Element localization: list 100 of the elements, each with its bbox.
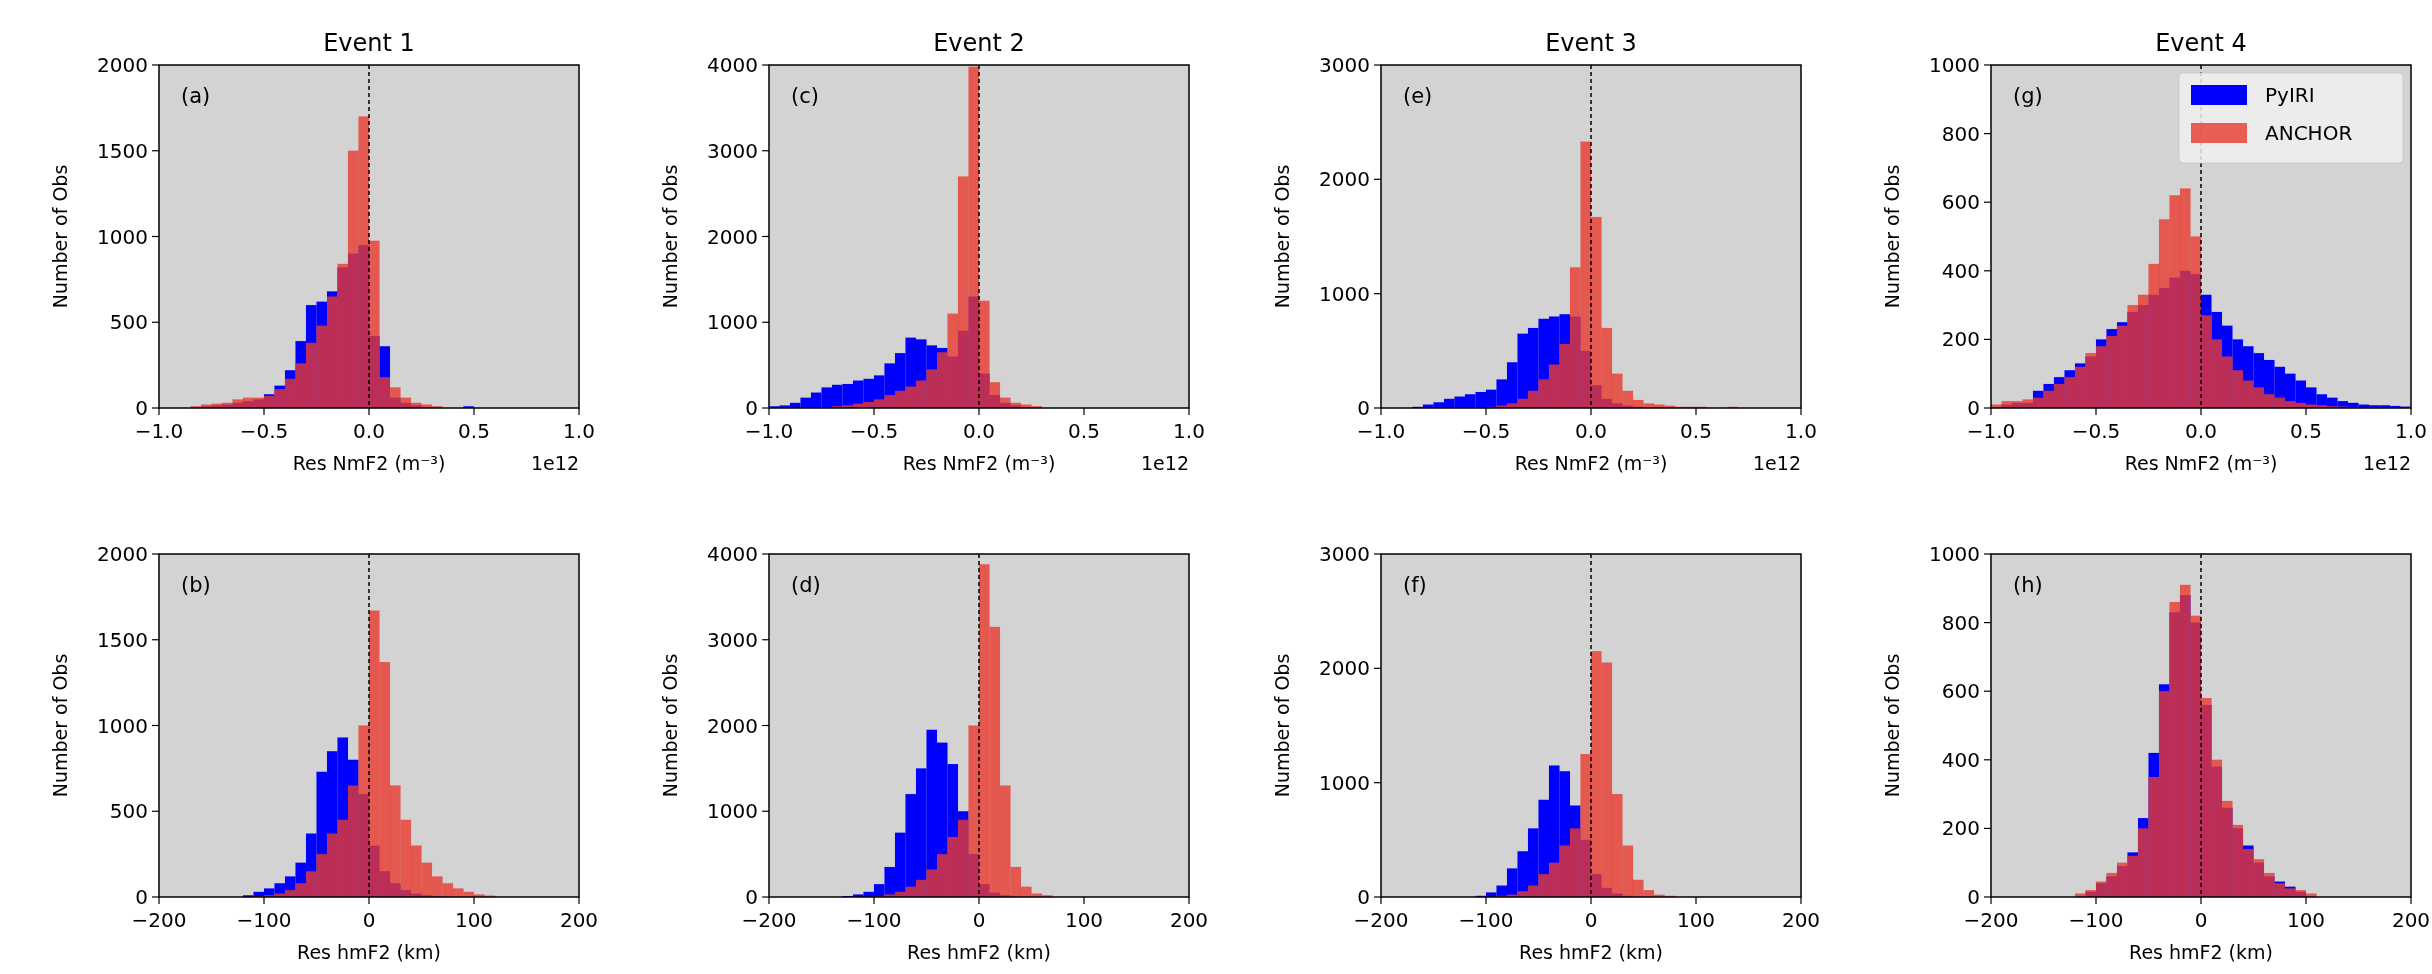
y-tick-label: 800: [1941, 121, 1980, 146]
chart-title: Event 3: [1545, 29, 1637, 57]
y-tick-label: 1500: [97, 627, 148, 652]
x-tick-label: −0.5: [2071, 419, 2121, 443]
y-tick-label: 4000: [707, 53, 758, 77]
x-axis-title: Res hmF2 (km): [2129, 941, 2273, 963]
text: 1e12: [1141, 452, 1189, 474]
x-axis-title: Res NmF2 (m⁻³): [2124, 452, 2278, 474]
chart-title: Event 2: [933, 29, 1025, 57]
y-tick-label: 1000: [707, 310, 758, 335]
y-axis-title: Number of Obs: [659, 653, 681, 798]
y-axis-title: Number of Obs: [49, 164, 71, 309]
y-tick-label: 2000: [1319, 656, 1370, 681]
x-tick-label: 0.0: [963, 419, 995, 443]
y-tick-label: 0: [1967, 396, 1980, 420]
y-tick-label: 400: [1941, 258, 1980, 283]
text: 1e12: [2363, 452, 2411, 474]
x-tick-label: −100: [236, 908, 292, 932]
y-tick-label: 200: [1941, 816, 1980, 841]
x-tick-label: 0.0: [2185, 419, 2217, 443]
x-tick-label: 200: [559, 908, 599, 932]
y-tick-label: 500: [109, 310, 148, 335]
legend-label: PyIRI: [2265, 83, 2315, 107]
x-tick-label: 1.0: [1785, 419, 1817, 443]
y-tick-label: 0: [1357, 396, 1370, 420]
y-tick-label: 800: [1941, 610, 1980, 635]
annotation: (b): [181, 573, 211, 597]
x-axis-title: Res NmF2 (m⁻³): [292, 452, 446, 474]
x-axis-title: Res hmF2 (km): [297, 941, 441, 963]
x-tick-label: 1.0: [563, 419, 595, 443]
annotation: (f): [1403, 573, 1427, 597]
y-tick-label: 0: [1967, 885, 1980, 909]
annotation: (e): [1403, 84, 1433, 108]
annotation: (g): [2013, 84, 2043, 108]
annotation: (a): [181, 84, 211, 108]
y-tick-label: 1000: [1319, 281, 1370, 306]
x-tick-label: 100: [1676, 908, 1716, 932]
y-tick-label: 1000: [97, 713, 148, 738]
x-tick-label: −100: [1458, 908, 1514, 932]
x-tick-label: −1.0: [744, 419, 794, 443]
x-tick-label: 200: [2391, 908, 2431, 932]
text: 1e12: [531, 452, 579, 474]
x-tick-label: −200: [131, 908, 187, 932]
y-tick-label: 1000: [1929, 53, 1980, 77]
y-tick-label: 1000: [1929, 542, 1980, 566]
y-axis-title: Number of Obs: [49, 653, 71, 798]
y-axis-title: Number of Obs: [1881, 653, 1903, 798]
y-tick-label: 400: [1941, 747, 1980, 772]
text: 1e12: [1753, 452, 1801, 474]
x-axis-title: Res hmF2 (km): [1519, 941, 1663, 963]
x-tick-label: 0: [362, 908, 376, 932]
y-axis-title: Number of Obs: [659, 164, 681, 309]
x-tick-label: −100: [2068, 908, 2124, 932]
y-axis-title: Number of Obs: [1881, 164, 1903, 309]
x-axis-title: Res hmF2 (km): [907, 941, 1051, 963]
x-axis-title: Res NmF2 (m⁻³): [902, 452, 1056, 474]
x-tick-label: 0.5: [1068, 419, 1100, 443]
y-tick-label: 0: [135, 396, 148, 420]
y-tick-label: 200: [1941, 327, 1980, 352]
x-tick-label: 0: [1584, 908, 1598, 932]
x-tick-label: −0.5: [239, 419, 289, 443]
x-tick-label: 1.0: [2395, 419, 2427, 443]
annotation: (c): [791, 84, 819, 108]
annotation: (h): [2013, 573, 2043, 597]
y-tick-label: 0: [745, 885, 758, 909]
x-tick-label: 1.0: [1173, 419, 1205, 443]
x-tick-label: 100: [1064, 908, 1104, 932]
y-tick-label: 0: [1357, 885, 1370, 909]
x-tick-label: −1.0: [1356, 419, 1406, 443]
y-tick-label: 2000: [707, 224, 758, 249]
y-tick-label: 2000: [1319, 167, 1370, 192]
x-tick-label: −0.5: [849, 419, 899, 443]
y-axis-title: Number of Obs: [1271, 164, 1293, 309]
x-axis-title: Res NmF2 (m⁻³): [1514, 452, 1668, 474]
x-tick-label: 200: [1169, 908, 1209, 932]
y-axis-title: Number of Obs: [1271, 653, 1293, 798]
x-tick-label: −0.5: [1461, 419, 1511, 443]
y-tick-label: 1500: [97, 138, 148, 163]
x-tick-label: 0.5: [458, 419, 490, 443]
y-tick-label: 3000: [707, 627, 758, 652]
y-tick-label: 0: [745, 396, 758, 420]
y-tick-label: 1000: [707, 799, 758, 824]
x-tick-label: 0: [972, 908, 986, 932]
y-tick-label: 2000: [97, 53, 148, 77]
y-tick-label: 1000: [1319, 770, 1370, 795]
y-tick-label: 600: [1941, 190, 1980, 215]
y-tick-label: 3000: [1319, 542, 1370, 566]
x-tick-label: 0.0: [1575, 419, 1607, 443]
x-tick-label: −200: [741, 908, 797, 932]
x-tick-label: −1.0: [1966, 419, 2016, 443]
x-tick-label: −200: [1963, 908, 2019, 932]
y-tick-label: 0: [135, 885, 148, 909]
chart-title: Event 1: [323, 29, 415, 57]
y-tick-label: 2000: [707, 713, 758, 738]
y-tick-label: 3000: [1319, 53, 1370, 77]
x-tick-label: 0.5: [2290, 419, 2322, 443]
y-tick-label: 3000: [707, 138, 758, 163]
x-tick-label: −1.0: [134, 419, 184, 443]
annotation: (d): [791, 573, 821, 597]
y-tick-label: 4000: [707, 542, 758, 566]
